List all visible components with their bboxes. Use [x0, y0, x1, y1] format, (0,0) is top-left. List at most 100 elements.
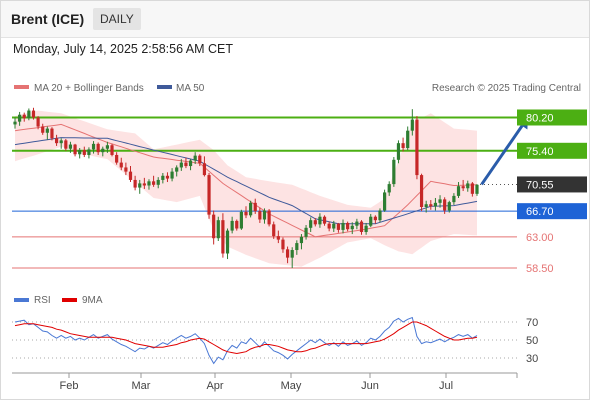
- candle-body: [369, 216, 373, 226]
- candle-body: [470, 183, 474, 194]
- candle-body: [212, 214, 216, 239]
- candle-body: [161, 175, 165, 180]
- rsi-legend-swatch: [14, 298, 29, 302]
- instrument-title: Brent (ICE): [11, 11, 85, 27]
- candle-body: [124, 167, 128, 172]
- candle-body: [419, 175, 424, 207]
- candle-body: [110, 145, 114, 155]
- level-labels: 80.20 75.40 70.55 66.70 63.00 58.50: [517, 109, 587, 275]
- moving-averages: [14, 123, 478, 238]
- x-label-apr: Apr: [206, 380, 223, 392]
- timestamp: Monday, July 14, 2025 2:58:56 AM CET: [13, 42, 234, 56]
- candle-body: [443, 199, 447, 211]
- rsi-ma9-line: [14, 321, 478, 355]
- candle-body: [281, 239, 285, 250]
- candle-body: [73, 144, 77, 155]
- rsi-grid: 70 50 30: [12, 317, 538, 365]
- ma50-line: [14, 137, 478, 225]
- candle-body: [355, 221, 359, 226]
- level-box-80.20: [517, 109, 587, 126]
- candle-body: [327, 223, 331, 229]
- candle-body: [87, 149, 91, 155]
- candle-body: [115, 154, 119, 163]
- candle-body: [147, 181, 151, 186]
- candle-body: [239, 211, 243, 229]
- candlesticks: [13, 107, 479, 269]
- candle-body: [276, 236, 280, 240]
- level-label-75.40: 75.40: [526, 146, 554, 158]
- ma20-legend-label: MA 20 + Bollinger Bands: [34, 83, 144, 94]
- x-label-mar: Mar: [132, 380, 151, 392]
- candle-body: [13, 121, 17, 125]
- header-bar: Brent (ICE) DAILY: [1, 1, 589, 38]
- ma9-legend-label: 9MA: [82, 295, 103, 306]
- candle-body: [258, 211, 262, 220]
- credit-text: Research © 2025 Trading Central: [432, 83, 581, 94]
- candle-body: [225, 230, 230, 254]
- rsi-tick-70: 70: [526, 317, 538, 329]
- level-box-70.55: [517, 176, 587, 193]
- candle-body: [429, 204, 433, 207]
- candle-body: [249, 202, 253, 216]
- candle-body: [253, 202, 257, 212]
- candle-body: [364, 225, 368, 232]
- candle-body: [461, 186, 465, 189]
- ma20-legend-swatch: [14, 85, 29, 89]
- candle-body: [322, 216, 327, 224]
- candle-body: [332, 223, 336, 229]
- candle-body: [299, 236, 304, 244]
- x-label-feb: Feb: [60, 380, 79, 392]
- candle-body: [341, 222, 345, 230]
- candle-body: [447, 202, 451, 211]
- candle-body: [36, 117, 40, 127]
- level-label-80.20: 80.20: [526, 112, 554, 124]
- level-label-70.55: 70.55: [526, 179, 554, 191]
- candle-body: [207, 175, 211, 215]
- candle-body: [383, 192, 387, 211]
- candle-body: [318, 216, 322, 225]
- timeframe-badge[interactable]: DAILY: [93, 8, 141, 30]
- candle-body: [267, 210, 271, 225]
- candle-body: [193, 155, 197, 161]
- candle-body: [22, 114, 26, 119]
- candle-body: [438, 199, 442, 203]
- rsi-legend-label: RSI: [34, 295, 51, 306]
- candle-body: [188, 160, 193, 167]
- candle-body: [272, 224, 276, 237]
- candle-body: [406, 130, 410, 149]
- candle-body: [184, 162, 188, 167]
- candle-body: [466, 183, 470, 189]
- candle-body: [336, 223, 340, 230]
- forecast-arrow-shaft: [480, 124, 524, 186]
- candle-body: [175, 167, 179, 172]
- candle-body: [424, 204, 428, 207]
- candle-body: [59, 140, 63, 144]
- candle-body: [262, 210, 267, 220]
- candle-body: [128, 171, 133, 180]
- rsi-tick-30: 30: [526, 353, 538, 365]
- candle-body: [433, 202, 438, 207]
- candle-body: [50, 128, 54, 139]
- candle-body: [313, 220, 317, 225]
- candle-body: [392, 159, 396, 185]
- candle-body: [198, 155, 202, 164]
- candle-body: [156, 179, 160, 185]
- candle-body: [304, 227, 308, 237]
- rsi-lines: [14, 316, 478, 365]
- ma50-legend-label: MA 50: [176, 83, 205, 94]
- candle-body: [285, 249, 290, 258]
- candle-body: [31, 110, 36, 118]
- level-label-66.70: 66.70: [526, 206, 554, 218]
- candle-body: [295, 243, 299, 251]
- candle-body: [309, 220, 313, 228]
- candle-body: [119, 162, 123, 168]
- level-label-58.50: 58.50: [526, 263, 554, 275]
- candle-body: [105, 145, 109, 149]
- candle-body: [221, 220, 225, 254]
- candle-body: [138, 183, 142, 188]
- candle-body: [456, 186, 461, 196]
- candle-body: [350, 225, 354, 230]
- x-label-may: May: [281, 380, 302, 392]
